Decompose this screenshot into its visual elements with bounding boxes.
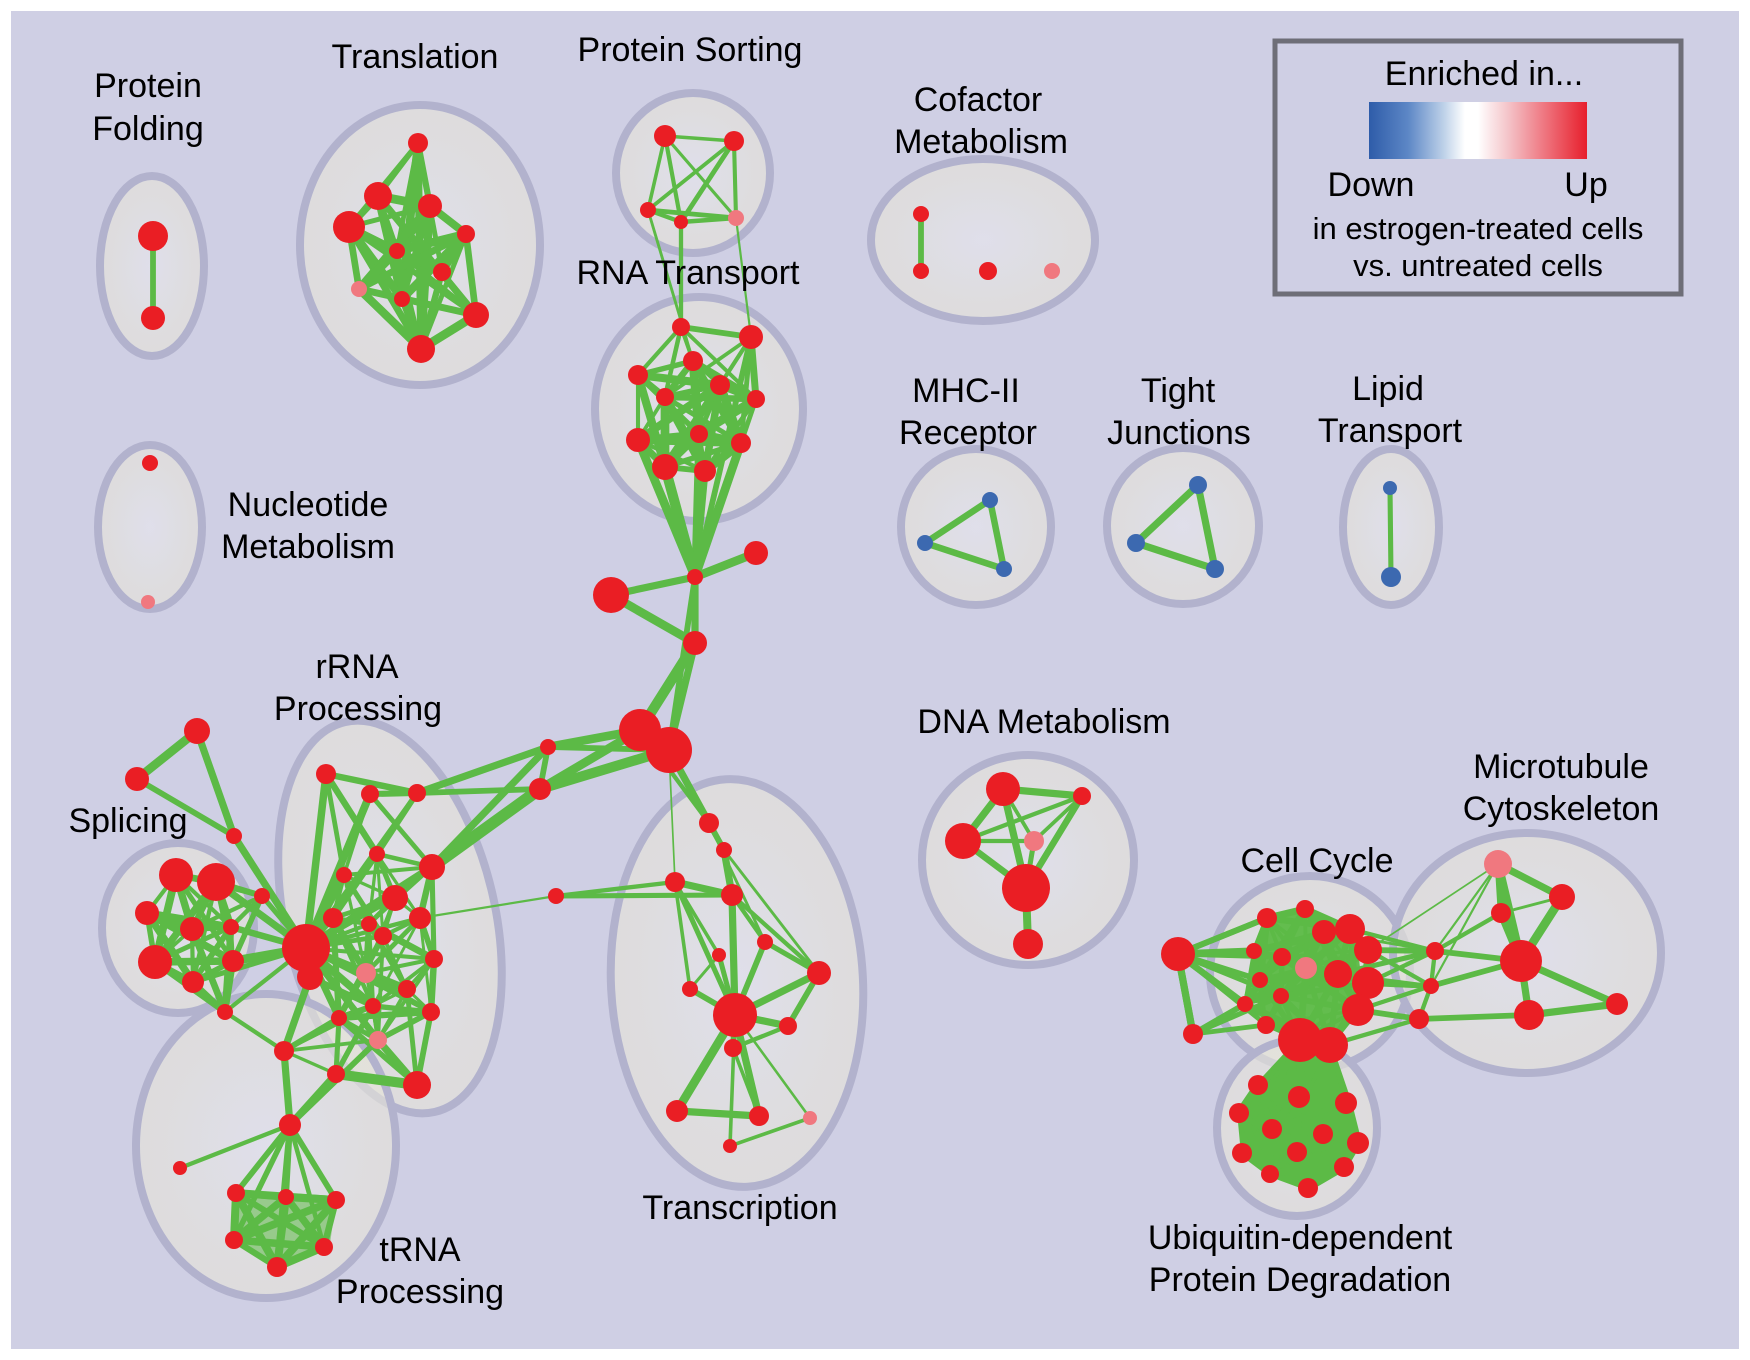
svg-text:Splicing: Splicing	[68, 802, 187, 840]
svg-text:MHC-II: MHC-II	[912, 372, 1020, 410]
svg-text:Transcription: Transcription	[642, 1189, 837, 1227]
svg-text:Up: Up	[1564, 166, 1607, 204]
svg-text:Receptor: Receptor	[899, 414, 1037, 452]
svg-text:Metabolism: Metabolism	[894, 123, 1068, 161]
svg-text:in estrogen-treated cells: in estrogen-treated cells	[1313, 211, 1644, 246]
svg-text:Folding: Folding	[92, 110, 204, 148]
svg-text:Protein Sorting: Protein Sorting	[578, 31, 803, 69]
svg-text:DNA Metabolism: DNA Metabolism	[917, 703, 1170, 741]
svg-text:vs. untreated cells: vs. untreated cells	[1353, 248, 1603, 283]
svg-text:Translation: Translation	[332, 38, 499, 76]
svg-text:Processing: Processing	[274, 690, 442, 728]
svg-text:Cofactor: Cofactor	[914, 81, 1043, 119]
svg-text:Tight: Tight	[1141, 372, 1216, 410]
svg-text:Processing: Processing	[336, 1273, 504, 1311]
svg-text:Transport: Transport	[1318, 412, 1463, 450]
svg-text:rRNA: rRNA	[315, 648, 398, 686]
svg-text:tRNA: tRNA	[379, 1231, 461, 1269]
svg-text:Protein Degradation: Protein Degradation	[1149, 1261, 1451, 1299]
svg-text:Lipid: Lipid	[1352, 370, 1424, 408]
svg-text:Nucleotide: Nucleotide	[228, 486, 389, 524]
svg-text:Down: Down	[1328, 166, 1415, 204]
svg-text:RNA Transport: RNA Transport	[577, 254, 801, 292]
svg-text:Cytoskeleton: Cytoskeleton	[1463, 790, 1660, 828]
svg-text:Junctions: Junctions	[1107, 414, 1251, 452]
svg-text:Enriched in...: Enriched in...	[1385, 55, 1583, 93]
svg-text:Protein: Protein	[94, 67, 202, 105]
svg-text:Metabolism: Metabolism	[221, 528, 395, 566]
svg-text:Ubiquitin-dependent: Ubiquitin-dependent	[1148, 1219, 1453, 1257]
svg-text:Cell Cycle: Cell Cycle	[1240, 842, 1393, 880]
svg-text:Microtubule: Microtubule	[1473, 748, 1649, 786]
